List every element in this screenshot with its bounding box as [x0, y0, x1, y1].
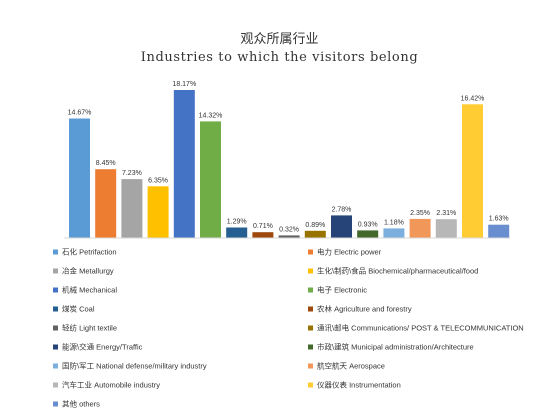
bar-11	[331, 215, 352, 238]
legend-swatch-3	[53, 268, 58, 274]
data-label-8: 0.71%	[253, 223, 273, 230]
legend-swatch-4	[308, 268, 313, 274]
legend-label-14: 航空航天 Aerospace	[317, 361, 385, 371]
bar-7	[226, 227, 248, 238]
legend-swatch-13	[53, 363, 58, 369]
legend-label-13: 国防\军工 National defense/military industry	[62, 361, 207, 371]
data-label-12: 0.93%	[358, 221, 378, 228]
legend-swatch-15	[53, 382, 58, 388]
data-label-10: 0.89%	[305, 222, 325, 229]
legend-swatch-2	[308, 249, 313, 255]
legend: 石化 Petrifaction 电力 Electric power 冶金 Metal…	[53, 247, 524, 409]
legend-label-9: 轻纺 Light textile	[62, 323, 117, 333]
legend-label-16: 仪器仪表 Instrumentation	[317, 380, 401, 390]
legend-label-2: 电力 Electric power	[317, 247, 382, 257]
data-label-15: 2.31%	[436, 210, 456, 217]
legend-label-4: 生化\制药\食品 Biochemical/pharmaceutical/food	[317, 266, 478, 276]
bar-1	[69, 118, 90, 238]
legend-swatch-17	[53, 401, 58, 407]
bar-3	[121, 179, 143, 238]
legend-label-15: 汽车工业 Automobile industry	[62, 380, 160, 390]
data-label-1: 14.67%	[68, 110, 92, 117]
bar-15	[435, 219, 457, 238]
bar-12	[357, 230, 379, 238]
legend-label-17: 其他 others	[62, 399, 100, 409]
data-label-17: 1.63%	[489, 216, 509, 223]
legend-label-12: 市政\建筑 Municipal administration/Architect…	[317, 342, 474, 352]
bar-13	[383, 228, 405, 238]
data-label-6: 14.32%	[199, 112, 223, 119]
legend-label-10: 通讯\邮电 Communications/ POST & TELECOMMUNI…	[317, 323, 524, 333]
data-label-14: 2.35%	[410, 210, 430, 217]
data-label-16: 16.42%	[461, 95, 485, 102]
data-label-3: 7.23%	[122, 170, 142, 177]
legend-label-11: 能源\交通 Energy/Traffic	[62, 342, 143, 352]
legend-label-5: 机械 Mechanical	[62, 285, 117, 295]
legend-swatch-6	[308, 287, 313, 293]
legend-swatch-12	[308, 344, 313, 350]
data-label-11: 2.78%	[332, 206, 352, 213]
bar-9	[278, 235, 300, 238]
chart-subtitle: Industries to which the visitors belong	[141, 50, 419, 65]
legend-swatch-8	[308, 306, 313, 312]
bar-5	[173, 90, 195, 238]
bar-2	[95, 169, 117, 238]
data-label-7: 1.29%	[227, 219, 247, 226]
bar-16	[462, 104, 483, 238]
bars-group: 14.67% 8.45% 7.23% 6.35% 18.17% 14.32% 1.29% 0.…	[68, 81, 510, 238]
legend-label-6: 电子 Electronic	[317, 285, 367, 295]
legend-swatch-14	[308, 363, 313, 369]
legend-swatch-1	[53, 249, 58, 255]
legend-label-8: 农林 Agriculture and forestry	[317, 304, 412, 314]
legend-swatch-9	[53, 325, 58, 331]
legend-swatch-16	[308, 382, 313, 388]
chart-title: 观众所属行业	[240, 32, 318, 47]
bar-17	[488, 224, 510, 238]
bar-4	[147, 186, 169, 238]
legend-swatch-11	[53, 344, 58, 350]
bar-10	[304, 230, 326, 238]
bar-8	[252, 232, 274, 238]
legend-label-1: 石化 Petrifaction	[62, 247, 117, 257]
data-label-4: 6.35%	[148, 177, 168, 184]
legend-label-7: 煤炭 Coal	[62, 304, 95, 314]
legend-swatch-10	[308, 325, 313, 331]
legend-swatch-7	[53, 306, 58, 312]
legend-swatch-5	[53, 287, 58, 293]
data-label-9: 0.32%	[279, 226, 299, 233]
bar-14	[409, 218, 431, 238]
legend-label-3: 冶金 Metallurgy	[62, 266, 114, 276]
data-label-13: 1.18%	[384, 219, 404, 226]
data-label-5: 18.17%	[172, 81, 196, 88]
bar-6	[200, 121, 221, 238]
data-label-2: 8.45%	[96, 160, 116, 167]
